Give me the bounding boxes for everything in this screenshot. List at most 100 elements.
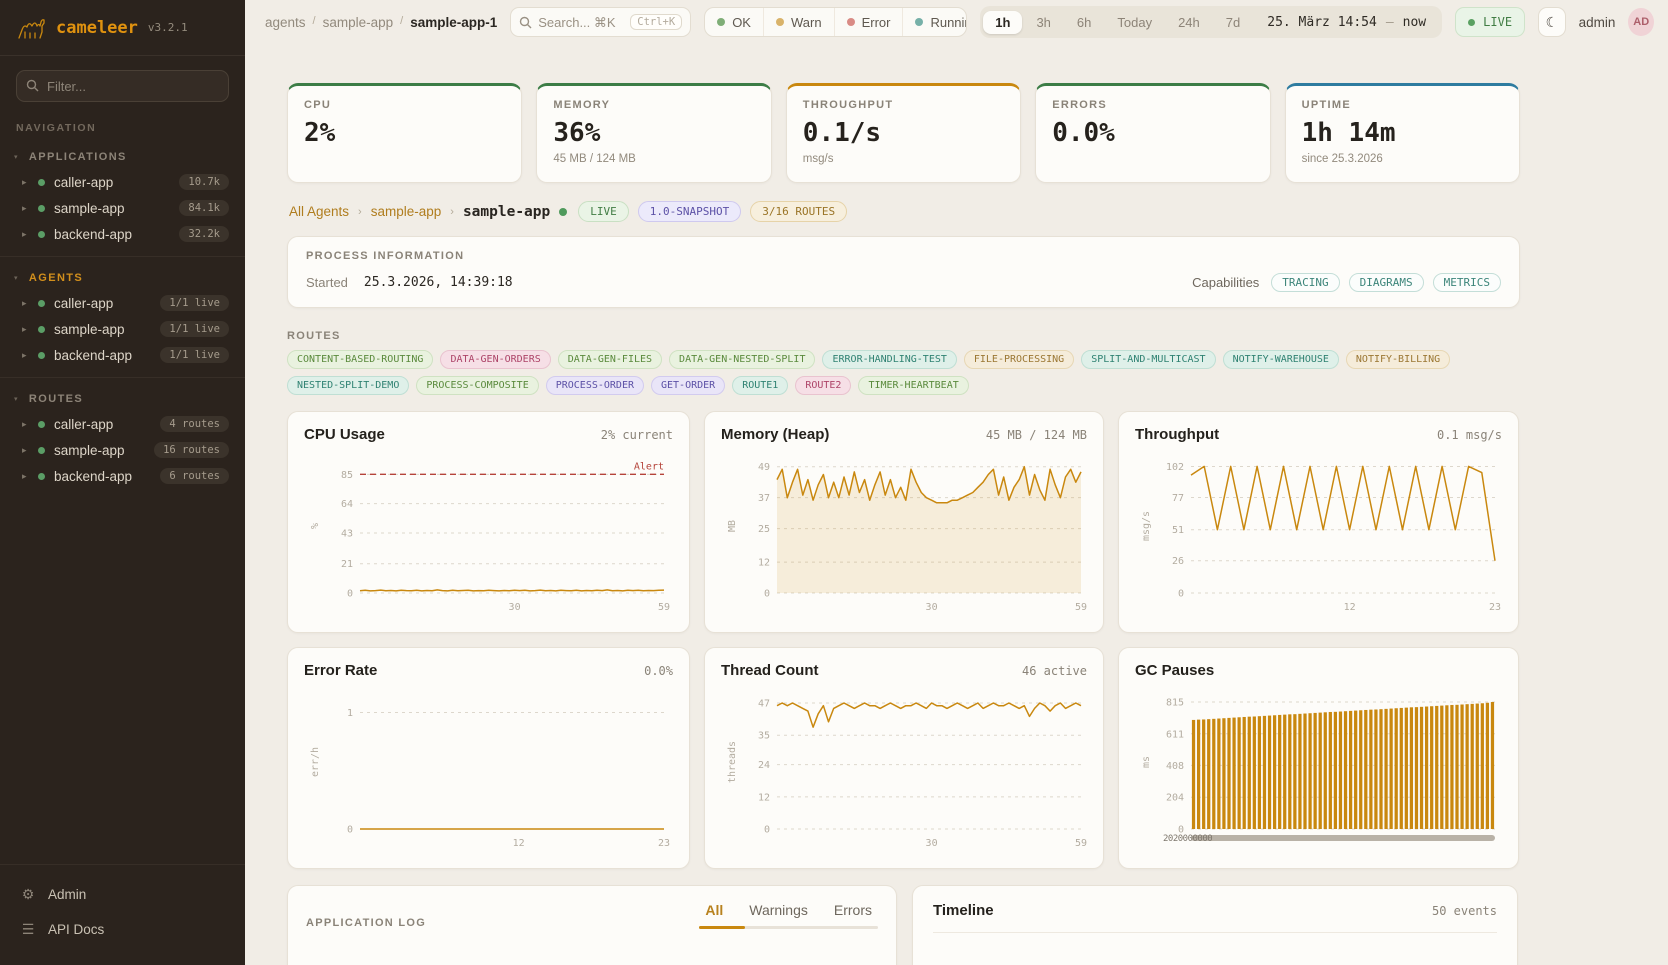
charts-grid: CPU Usage 2% current 0 21 43 64 85% 30 59 Alert Me… — [287, 411, 1520, 869]
sidebar-item-sample-app[interactable]: ▸ sample-app 1/1 live — [0, 316, 245, 342]
status-dot-icon — [38, 178, 45, 186]
sidebar-item-backend-app[interactable]: ▸ backend-app 1/1 live — [0, 342, 245, 368]
agent-link[interactable]: sample-app — [370, 204, 442, 219]
svg-text:30: 30 — [926, 602, 938, 613]
navigation-label: NAVIGATION — [16, 122, 97, 134]
sidebar-item-label: backend-app — [54, 226, 133, 242]
kpi-row: CPU 2% MEMORY 36% 45 MB / 124 MB THROUGHPUT 0.… — [287, 83, 1520, 183]
route-chip-route1[interactable]: ROUTE1 — [732, 376, 789, 395]
route-chip-process-order[interactable]: PROCESS-ORDER — [545, 376, 644, 395]
route-chip-split-and-multicast[interactable]: SPLIT-AND-MULTICAST — [1081, 350, 1216, 369]
live-badge[interactable]: LIVE — [1455, 7, 1526, 37]
time-range-display[interactable]: 25. März 14:54 — now — [1254, 15, 1439, 30]
global-search-input[interactable] — [538, 14, 625, 30]
route-chip-file-processing[interactable]: FILE-PROCESSING — [963, 350, 1075, 369]
sidebar-item-caller-app[interactable]: ▸ caller-app 10.7k — [0, 169, 245, 195]
chart-title: Memory (Heap) — [721, 426, 830, 443]
kpi-value: 1h 14m — [1301, 118, 1396, 148]
section-header-routes[interactable]: ▾ ROUTES — [0, 387, 245, 411]
route-chip-process-composite[interactable]: PROCESS-COMPOSITE — [416, 376, 539, 395]
chevron-right-icon: ▸ — [22, 349, 27, 360]
route-chip-error-handling-test[interactable]: ERROR-HANDLING-TEST — [822, 350, 957, 369]
search-box[interactable]: Ctrl+K — [510, 7, 692, 37]
breadcrumb-item[interactable]: sample-app-1 — [410, 14, 498, 30]
route-chip-data-gen-nested-split[interactable]: DATA-GEN-NESTED-SPLIT — [669, 350, 816, 369]
status-filter-label: Running — [930, 14, 966, 30]
avatar[interactable]: AD — [1628, 8, 1655, 36]
chart-title: CPU Usage — [304, 426, 385, 443]
timeline-card: Timeline 50 events — [912, 885, 1518, 965]
sidebar-filter-input[interactable] — [16, 70, 229, 102]
kpi-sub-label: since 25.3.2026 — [1301, 153, 1383, 165]
route-chip-timer-heartbeat[interactable]: TIMER-HEARTBEAT — [858, 376, 969, 395]
route-chip-notify-billing[interactable]: NOTIFY-BILLING — [1345, 350, 1451, 369]
kpi-label: MEMORY — [553, 99, 611, 111]
log-tab-all[interactable]: All — [705, 902, 724, 918]
svg-text:47: 47 — [758, 699, 770, 710]
sidebar-item-backend-app[interactable]: ▸ backend-app 6 routes — [0, 463, 245, 489]
footer-item-admin[interactable]: ⚙ Admin — [0, 877, 245, 912]
sidebar-item-label: sample-app — [54, 321, 125, 337]
agent-badge-1-0-snapshot: 1.0-SNAPSHOT — [637, 201, 742, 222]
route-chip-data-gen-files[interactable]: DATA-GEN-FILES — [557, 350, 663, 369]
kpi-card-errors: ERRORS 0.0% — [1035, 83, 1271, 183]
time-range-today[interactable]: Today — [1117, 14, 1153, 30]
sidebar-item-caller-app[interactable]: ▸ caller-app 4 routes — [0, 411, 245, 437]
time-range-1h[interactable]: 1h — [983, 10, 1023, 34]
started-label: Started — [306, 275, 348, 290]
log-tab-warnings[interactable]: Warnings — [749, 902, 808, 918]
chart-title: Throughput — [1135, 426, 1220, 443]
theme-toggle-button[interactable]: ☾ — [1538, 7, 1566, 37]
capability-badge-diagrams: DIAGRAMS — [1348, 273, 1424, 292]
kpi-value: 0.0% — [1052, 118, 1115, 148]
status-filter-running[interactable]: Running — [902, 8, 966, 36]
memory-chart: 0 12 25 37 49 MB 30 59 — [727, 462, 1087, 613]
app-logo[interactable]: cameleer v3.2.1 — [0, 0, 245, 56]
status-filter-error[interactable]: Error — [833, 8, 903, 36]
kpi-card-throughput: THROUGHPUT 0.1/s msg/s — [785, 83, 1022, 183]
route-chip-nested-split-demo[interactable]: NESTED-SPLIT-DEMO — [287, 376, 410, 395]
svg-text:59: 59 — [1075, 602, 1087, 613]
breadcrumb-item[interactable]: agents — [265, 14, 306, 30]
log-tab-errors[interactable]: Errors — [833, 902, 872, 918]
section-header-agents[interactable]: ▾ AGENTS — [0, 266, 245, 290]
throughput-chart: 0 26 51 77 102 msg/s 12 23 — [1141, 462, 1501, 613]
section-caret-icon: ▾ — [14, 154, 19, 161]
status-dot-icon — [38, 446, 45, 454]
chart-current-value: 46 active — [1021, 664, 1087, 678]
chart-current-value: 2% current — [600, 428, 673, 442]
route-chip-content-based-routing[interactable]: CONTENT-BASED-ROUTING — [287, 350, 434, 369]
sidebar-item-badge: 32.2k — [179, 226, 229, 242]
route-chip-get-order[interactable]: GET-ORDER — [651, 376, 726, 395]
status-filter-warn[interactable]: Warn — [762, 8, 834, 36]
topbar: agents / sample-app / sample-app-1 Ctrl+K OK… — [245, 0, 1668, 44]
time-range-3h[interactable]: 3h — [1036, 14, 1051, 30]
log-tabs: All Warnings Errors — [699, 902, 878, 926]
gear-icon: ⚙ — [21, 886, 35, 902]
agent-badge-3-16-routes: 3/16 ROUTES — [750, 201, 848, 222]
svg-text:49: 49 — [758, 462, 770, 473]
breadcrumb-item[interactable]: sample-app — [322, 14, 394, 30]
time-display-separator: — — [1385, 14, 1394, 30]
time-range-24h[interactable]: 24h — [1178, 14, 1200, 30]
route-chip-data-gen-orders[interactable]: DATA-GEN-ORDERS — [440, 350, 551, 369]
agent-link[interactable]: All Agents — [289, 204, 350, 219]
time-range-6h[interactable]: 6h — [1076, 14, 1092, 30]
chart-card-error-rate: Error Rate 0.0% 0 1 err/h 12 23 — [287, 647, 690, 869]
sidebar-footer: ⚙ Admin ☰ API Docs — [0, 864, 245, 965]
sidebar-item-sample-app[interactable]: ▸ sample-app 84.1k — [0, 195, 245, 221]
section-header-applications[interactable]: ▾ APPLICATIONS — [0, 145, 245, 169]
route-chip-route2[interactable]: ROUTE2 — [795, 376, 852, 395]
thread-count-chart: 0 12 24 35 47 threads 30 59 — [727, 699, 1087, 849]
route-chip-notify-warehouse[interactable]: NOTIFY-WAREHOUSE — [1222, 350, 1339, 369]
status-filter-ok[interactable]: OK — [705, 8, 763, 36]
search-icon — [26, 79, 39, 92]
time-range-7d[interactable]: 7d — [1225, 14, 1241, 30]
sidebar-item-caller-app[interactable]: ▸ caller-app 1/1 live — [0, 290, 245, 316]
sidebar-item-backend-app[interactable]: ▸ backend-app 32.2k — [0, 221, 245, 247]
svg-text:2020000000: 2020000000 — [1163, 834, 1212, 844]
footer-item-api-docs[interactable]: ☰ API Docs — [0, 912, 245, 947]
kpi-sub-label: msg/s — [802, 153, 834, 165]
sidebar-item-sample-app[interactable]: ▸ sample-app 16 routes — [0, 437, 245, 463]
svg-text:0: 0 — [764, 589, 770, 600]
